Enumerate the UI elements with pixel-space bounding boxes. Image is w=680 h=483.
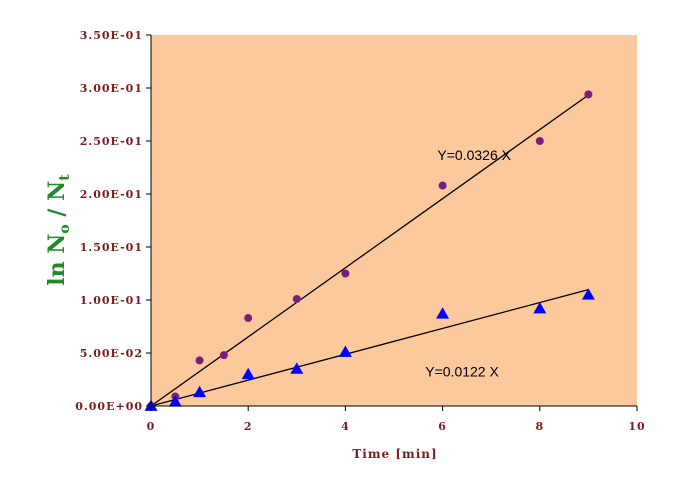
x-tick-label-2: 4	[341, 420, 350, 433]
point-s0-6	[341, 269, 350, 278]
x-tick-label-3: 6	[438, 420, 447, 433]
y-tick-label-0: 0.00E+00	[75, 400, 143, 413]
x-tick-label-0: 0	[147, 420, 156, 433]
y-tick-label-2: 1.00E-01	[80, 294, 143, 307]
point-s1-3	[241, 367, 255, 380]
annotation-0: Y=0.0326 X	[437, 147, 511, 163]
point-s1-8	[581, 288, 595, 300]
y-tick-label-1: 5.00E-02	[80, 347, 143, 360]
point-s0-2	[195, 356, 204, 365]
point-s1-5	[338, 345, 352, 357]
x-tick-label-1: 2	[244, 420, 253, 433]
y-tick-label-6: 3.00E-01	[80, 82, 143, 95]
annotations: Y=0.0326 X Y=0.0122 X	[425, 147, 511, 379]
y-tick-label-5: 2.50E-01	[80, 135, 143, 148]
y-tick-label-3: 1.50E-01	[80, 241, 143, 254]
fit-line-1	[150, 288, 589, 407]
point-s1-7	[533, 301, 547, 314]
point-s1-1	[168, 395, 182, 407]
y-axis-title-slash: / N	[44, 181, 70, 224]
point-s0-7	[438, 181, 447, 190]
y-axis-title-main: ln N	[44, 234, 70, 286]
point-s0-4	[244, 314, 253, 323]
y-axis-title-sub1: t	[57, 174, 73, 181]
data-points	[144, 90, 595, 411]
x-tick-label-4: 8	[535, 420, 544, 433]
plot-area	[151, 35, 637, 406]
point-s1-6	[436, 307, 450, 319]
annotation-1: Y=0.0122 X	[425, 363, 499, 379]
y-tick-label-7: 3.50E-01	[80, 29, 143, 42]
y-axis-title-sub0: o	[57, 224, 73, 233]
point-s0-8	[535, 137, 544, 145]
point-s1-2	[193, 385, 207, 398]
point-s0-9	[584, 90, 593, 99]
y-axis-title: ln No / Nt	[44, 174, 73, 286]
axes: 0.00E+00 5.00E-02 1.00E-01 1.50E-01 2.00E-01…	[75, 29, 645, 433]
y-tick-label-4: 2.00E-01	[80, 188, 143, 201]
point-s1-4	[290, 362, 304, 374]
x-axis-title: Time [min]	[352, 447, 437, 461]
point-s0-3	[219, 351, 228, 360]
point-s0-5	[292, 294, 301, 303]
x-tick-label-5: 10	[628, 420, 645, 433]
